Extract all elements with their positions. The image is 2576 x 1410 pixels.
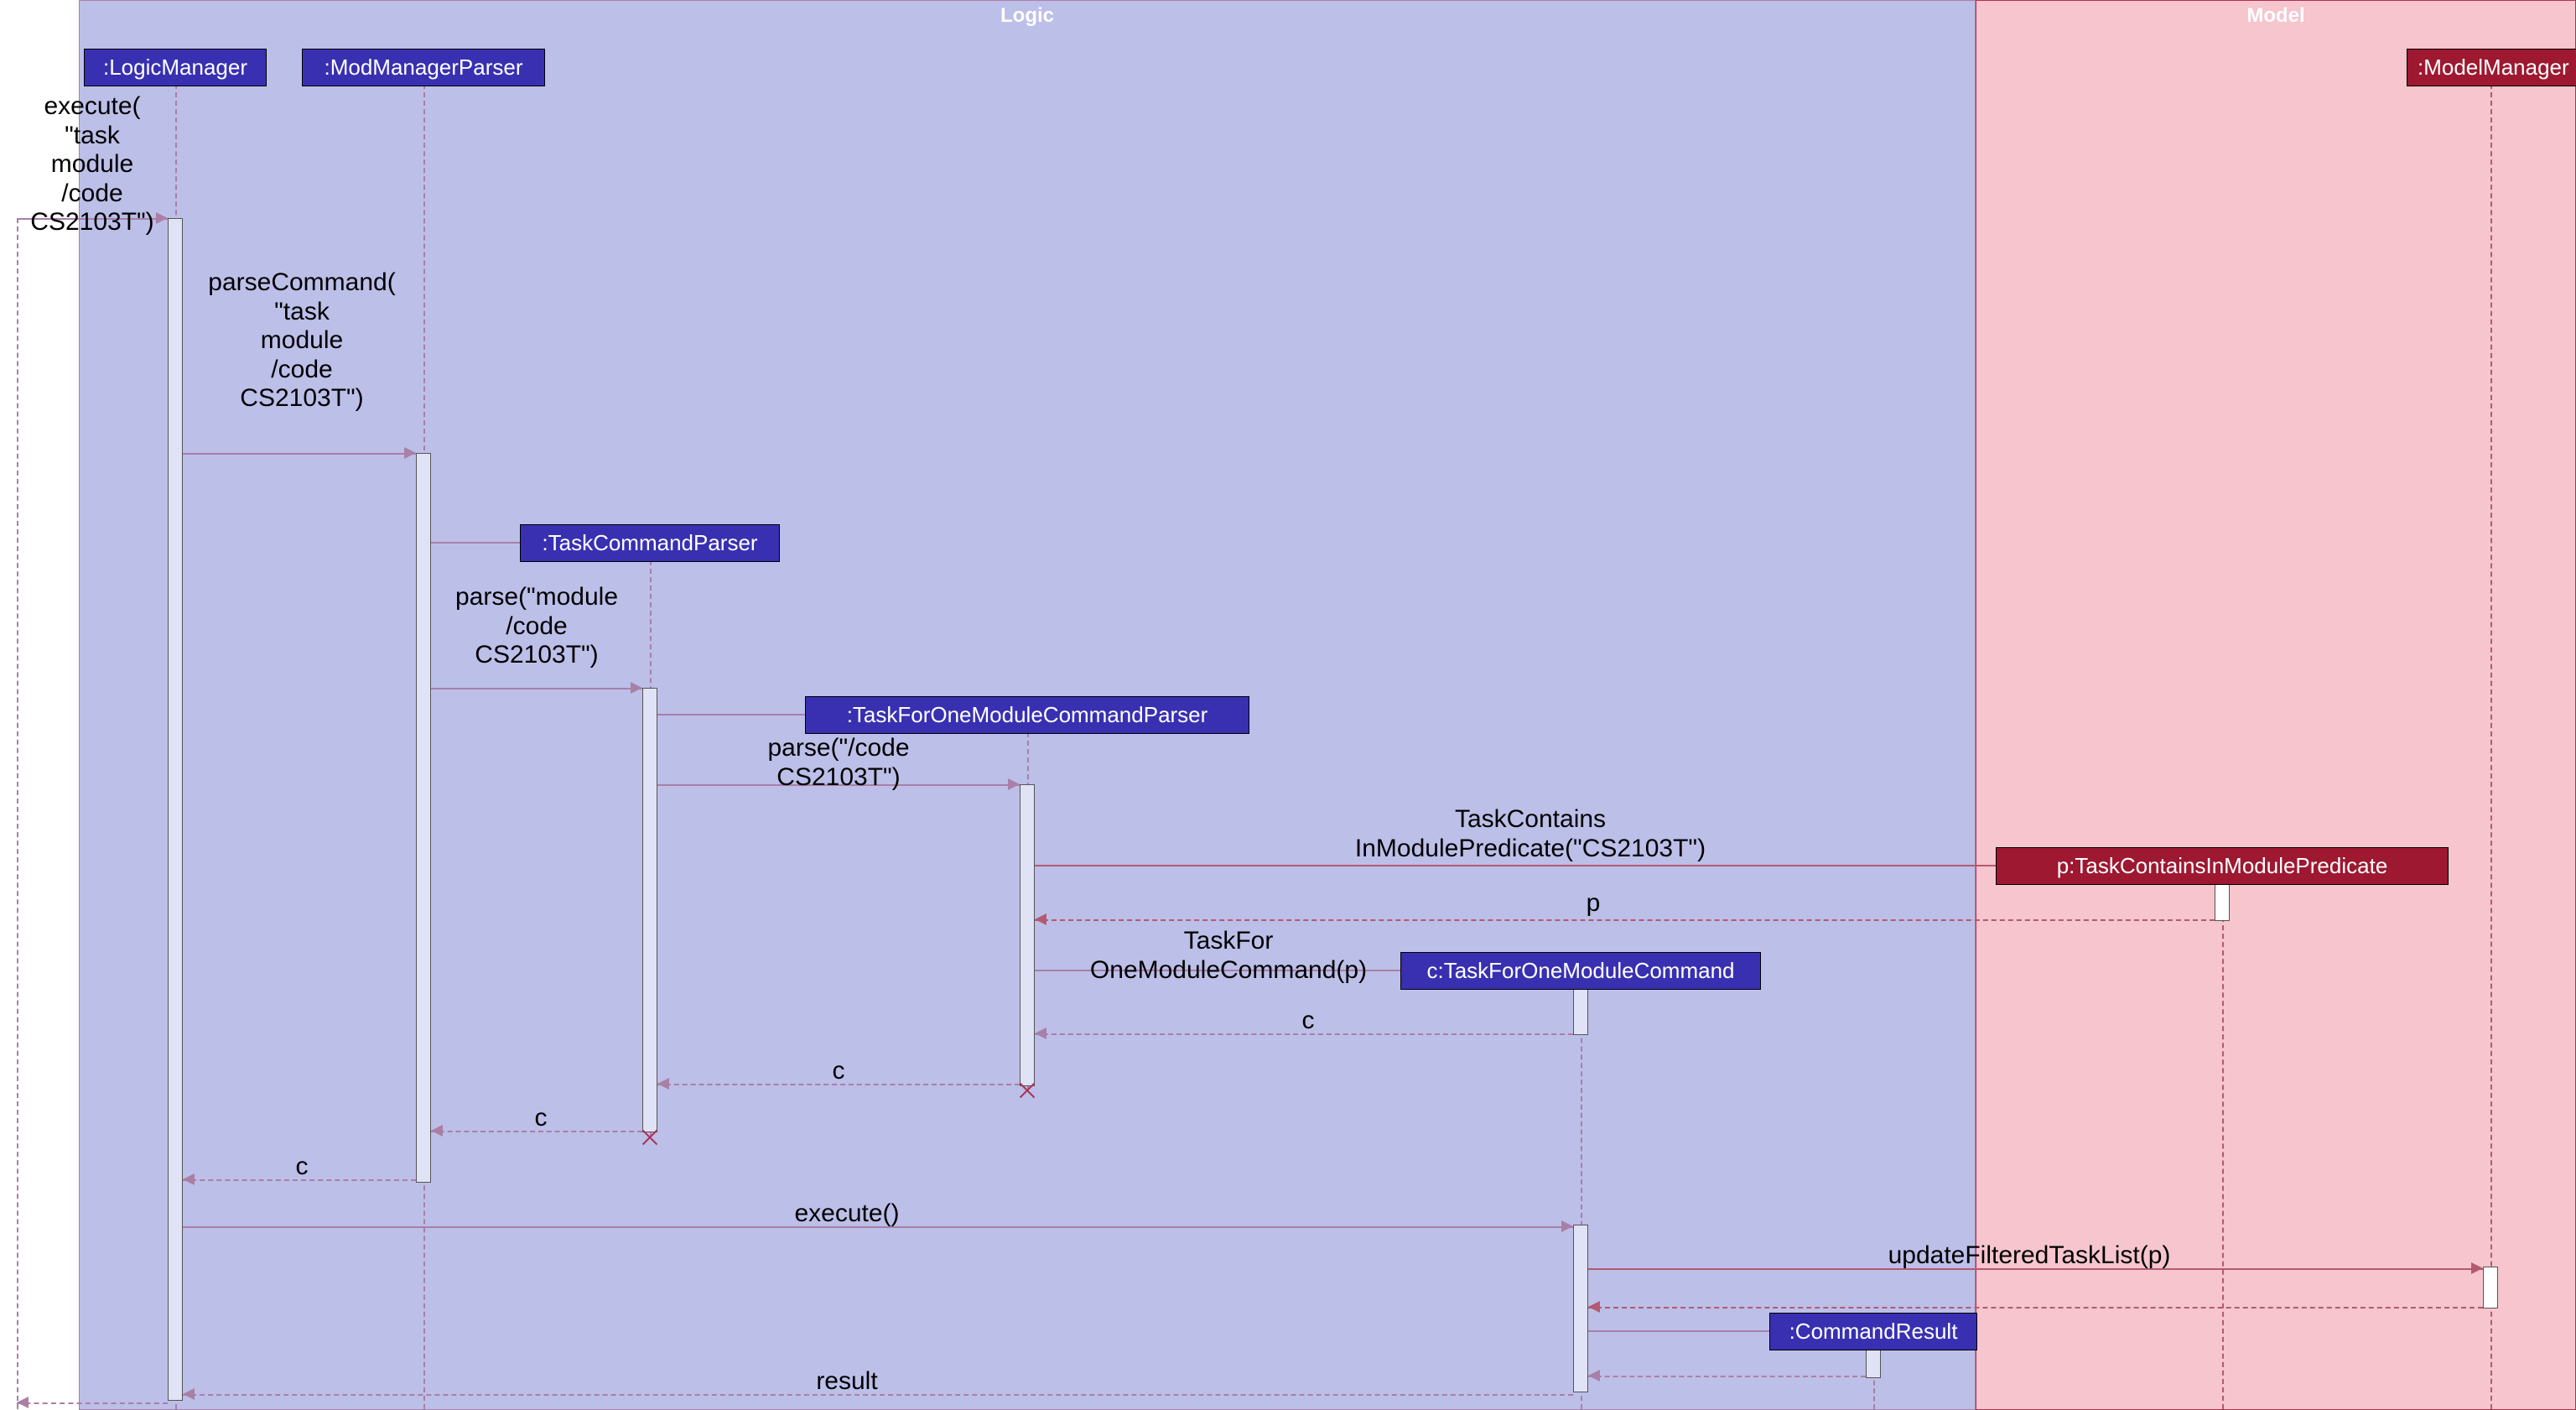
destroy-0 bbox=[1019, 1082, 1036, 1099]
arrow-9 bbox=[1035, 1028, 1046, 1039]
object-modManagerParser: :ModManagerParser bbox=[302, 49, 545, 86]
arrow-13 bbox=[1561, 1220, 1573, 1232]
message-label-13: execute() bbox=[763, 1199, 931, 1229]
activation-4 bbox=[2215, 883, 2230, 921]
message-label-12: c bbox=[285, 1152, 319, 1182]
message-label-11: c bbox=[524, 1104, 558, 1133]
message-label-5: parse("/code CS2103T") bbox=[730, 734, 948, 792]
message-label-7: p bbox=[1568, 889, 1618, 918]
message-line-17 bbox=[1588, 1376, 1866, 1377]
lifeline-caller bbox=[17, 218, 18, 1409]
activation-7 bbox=[2483, 1267, 2498, 1309]
message-label-3: parse("module /code CS2103T") bbox=[436, 583, 637, 670]
message-label-9: c bbox=[1291, 1007, 1325, 1036]
arrow-10 bbox=[657, 1078, 669, 1090]
activation-5 bbox=[1573, 988, 1588, 1035]
message-label-0: execute( "task module /code CS2103T") bbox=[17, 92, 168, 237]
arrow-12 bbox=[183, 1173, 195, 1185]
activation-6 bbox=[1573, 1225, 1588, 1392]
message-label-10: c bbox=[822, 1057, 855, 1086]
message-line-15 bbox=[1588, 1307, 2483, 1309]
arrow-11 bbox=[431, 1125, 443, 1137]
message-label-6: TaskContains InModulePredicate("CS2103T"… bbox=[1132, 805, 1929, 863]
arrow-3 bbox=[631, 682, 642, 694]
object-modelManager: :ModelManager bbox=[2407, 49, 2576, 86]
arrow-19 bbox=[17, 1397, 29, 1408]
message-label-18: result bbox=[788, 1367, 906, 1397]
object-taskForOneCmd: c:TaskForOneModuleCommand bbox=[1400, 952, 1761, 990]
message-line-7 bbox=[1035, 919, 2215, 921]
activation-3 bbox=[1020, 784, 1035, 1086]
lifeline-modelManager bbox=[2490, 84, 2492, 1409]
lifeline-predicate bbox=[2222, 883, 2224, 1409]
arrow-15 bbox=[1588, 1301, 1600, 1313]
message-label-1: parseCommand( "task module /code CS2103T… bbox=[189, 268, 415, 414]
arrow-17 bbox=[1588, 1370, 1600, 1381]
message-line-1 bbox=[183, 453, 416, 455]
model-region: Model bbox=[1976, 0, 2576, 1410]
sequence-diagram: LogicModel execute( "task module /code CS… bbox=[0, 0, 2576, 1410]
arrow-7 bbox=[1035, 913, 1046, 925]
arrow-1 bbox=[404, 447, 416, 459]
message-label-8: TaskFor OneModuleCommand(p) bbox=[1065, 927, 1392, 985]
activation-8 bbox=[1866, 1349, 1881, 1378]
destroy-1 bbox=[641, 1129, 658, 1146]
arrow-14 bbox=[2471, 1262, 2483, 1274]
object-taskForOneParser: :TaskForOneModuleCommandParser bbox=[805, 696, 1249, 734]
arrow-18 bbox=[183, 1388, 195, 1400]
logic-region-header: Logic bbox=[80, 1, 1975, 31]
message-line-3 bbox=[431, 688, 642, 689]
message-label-14: updateFilteredTaskList(p) bbox=[1845, 1241, 2214, 1271]
activation-0 bbox=[168, 218, 183, 1401]
activation-2 bbox=[642, 688, 657, 1132]
object-taskCommandParser: :TaskCommandParser bbox=[520, 524, 780, 562]
message-line-19 bbox=[17, 1402, 168, 1404]
object-commandResult: :CommandResult bbox=[1769, 1313, 1977, 1350]
object-predicate: p:TaskContainsInModulePredicate bbox=[1996, 847, 2449, 885]
arrow-5 bbox=[1008, 778, 1020, 790]
model-region-header: Model bbox=[1976, 1, 2575, 31]
object-logicManager: :LogicManager bbox=[84, 49, 267, 86]
activation-1 bbox=[416, 453, 431, 1183]
